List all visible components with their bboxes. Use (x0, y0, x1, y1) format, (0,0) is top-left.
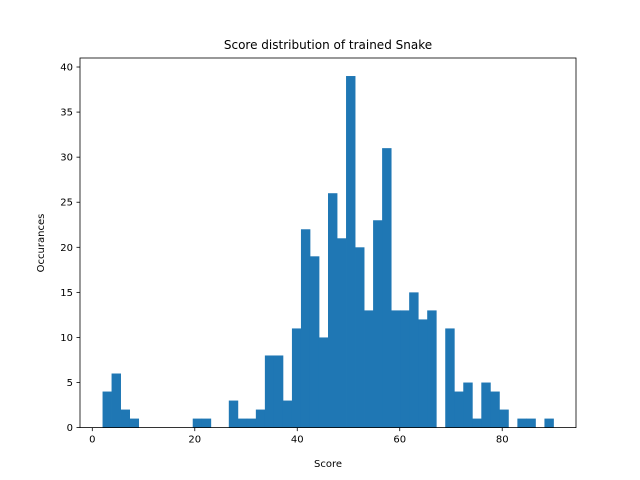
y-tick-label: 30 (60, 153, 73, 164)
histogram-bar (544, 418, 554, 428)
plot-frame (79, 57, 577, 429)
x-tick-label: 20 (188, 435, 201, 446)
histogram-bar (409, 292, 419, 428)
y-axis-ticks: 0 5 10 15 20 25 30 35 40 (60, 63, 80, 434)
histogram-bar (228, 400, 239, 428)
histogram-bar (102, 391, 112, 428)
x-tick-label: 0 (89, 435, 95, 446)
histogram-bar (463, 382, 473, 428)
y-tick-label: 10 (60, 333, 73, 344)
histogram-bar (309, 256, 320, 428)
bars-group (102, 76, 554, 428)
histogram-bar (526, 418, 536, 428)
chart-title: Score distribution of trained Snake (224, 38, 432, 52)
y-tick-label: 15 (60, 288, 73, 299)
histogram-bar (328, 193, 338, 428)
histogram-bar (400, 310, 410, 428)
histogram-bar (382, 148, 392, 428)
x-axis-ticks: 0 20 40 60 80 (89, 427, 509, 446)
y-tick-label: 20 (60, 243, 73, 254)
y-tick-label: 5 (67, 378, 73, 389)
histogram-bar (129, 418, 140, 428)
histogram-bar (201, 418, 212, 428)
histogram-bar (364, 310, 374, 428)
y-tick-label: 40 (60, 63, 73, 74)
x-tick-label: 60 (393, 435, 406, 446)
histogram-bar (264, 355, 275, 428)
x-tick-label: 80 (496, 435, 509, 446)
histogram-bar (445, 328, 455, 428)
y-tick-label: 25 (60, 198, 73, 209)
histogram-bar (237, 418, 248, 428)
histogram-bar (517, 418, 527, 428)
y-tick-label: 35 (60, 108, 73, 119)
histogram-bar (346, 76, 356, 428)
x-tick-label: 40 (291, 435, 304, 446)
histogram-bar (120, 409, 130, 428)
histogram-bar (111, 373, 121, 428)
x-axis-label: Score (314, 459, 342, 470)
histogram-bar (472, 418, 482, 428)
histogram-bar (490, 391, 500, 428)
histogram-bar (291, 328, 302, 428)
histogram-bar (282, 400, 293, 428)
histogram-bar (273, 355, 284, 428)
y-tick-label: 0 (67, 423, 73, 434)
histogram-bar (499, 409, 509, 428)
histogram-bar (391, 310, 401, 428)
histogram-bar (481, 382, 491, 428)
histogram-bar (192, 418, 203, 428)
histogram-bar (454, 391, 464, 428)
y-axis-label: Occurances (36, 214, 47, 273)
histogram-bar (318, 337, 329, 428)
histogram-bar (337, 238, 347, 428)
histogram-bar (418, 319, 428, 428)
histogram-bar (373, 220, 383, 428)
histogram-bar (355, 247, 365, 428)
histogram-bar (255, 409, 266, 428)
histogram-bar (246, 418, 257, 428)
histogram-bar (300, 229, 311, 428)
histogram-bar (427, 310, 437, 428)
